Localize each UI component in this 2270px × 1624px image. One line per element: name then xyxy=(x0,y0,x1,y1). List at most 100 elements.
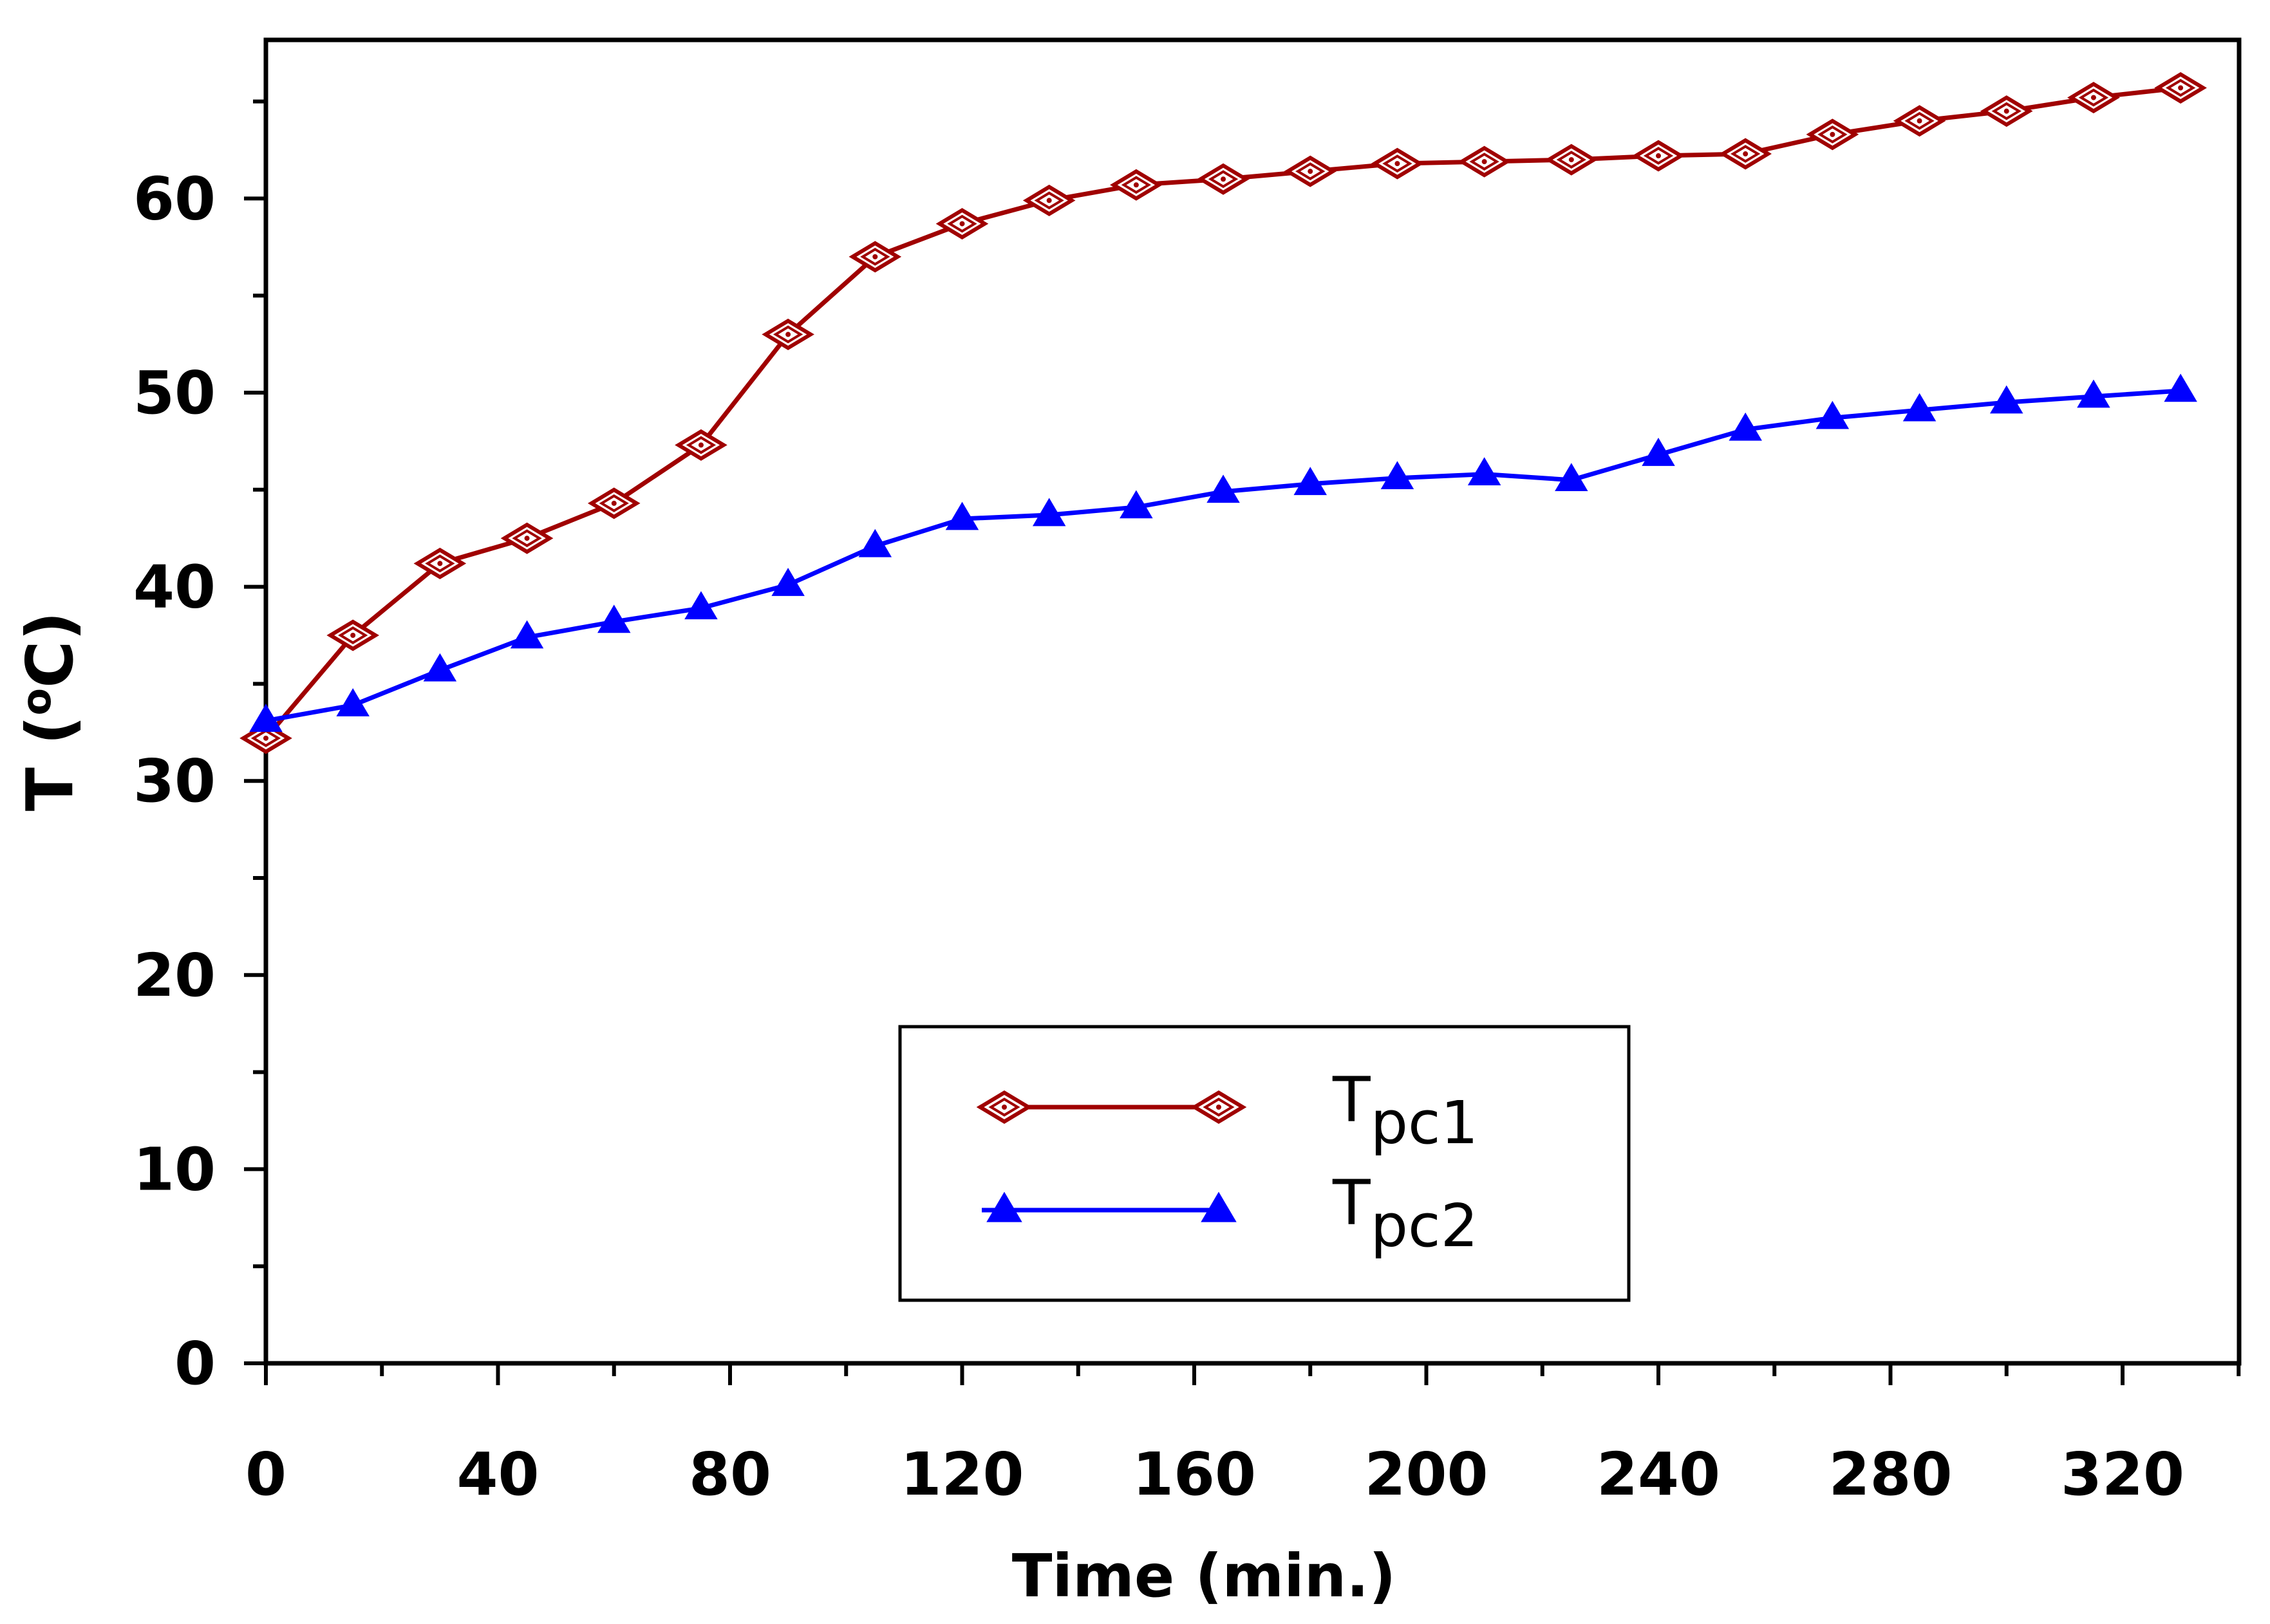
y-tick-label: 40 xyxy=(133,553,216,622)
point-marker-diamond-inner xyxy=(1904,111,1935,130)
point-marker-diamond-inner xyxy=(2165,79,2196,97)
x-tick-label: 240 xyxy=(1597,1440,1720,1509)
point-marker-diamond-inner xyxy=(599,494,629,512)
point-marker-dot xyxy=(611,500,617,506)
point-marker-triangle xyxy=(1201,1191,1237,1222)
point-marker-triangle xyxy=(684,591,718,620)
point-marker-triangle xyxy=(2077,379,2110,408)
point-marker-triangle xyxy=(1815,400,1850,429)
point-marker-triangle xyxy=(945,501,979,530)
legend-label-sub: pc1 xyxy=(1371,1088,1479,1157)
point-marker-dot xyxy=(698,442,704,448)
point-marker-dot xyxy=(1133,182,1139,188)
y-axis-label-unit: C) xyxy=(12,611,88,688)
point-marker-triangle xyxy=(510,620,544,649)
series-tpc1 xyxy=(239,71,2207,754)
point-marker-dot xyxy=(1002,1105,1007,1110)
point-marker-dot xyxy=(1221,176,1226,182)
y-axis-label-degree: o xyxy=(13,688,60,716)
point-marker-dot xyxy=(1568,157,1574,163)
point-marker-dot xyxy=(1481,159,1487,165)
point-marker-triangle xyxy=(1206,474,1240,503)
point-marker-triangle xyxy=(336,688,370,716)
series-tpc2 xyxy=(249,373,2197,733)
point-marker-triangle xyxy=(249,704,283,733)
point-marker-diamond-inner xyxy=(250,729,281,747)
x-tick-label: 40 xyxy=(456,1440,539,1509)
point-marker-diamond-inner xyxy=(1382,154,1412,173)
y-axis-label-main: T ( xyxy=(12,715,88,811)
point-marker-diamond-inner xyxy=(425,554,455,573)
legend: Tpc1 Tpc2 xyxy=(898,1025,1631,1302)
point-marker-triangle xyxy=(1380,461,1414,490)
point-marker-dot xyxy=(1830,131,1835,137)
point-marker-diamond-inner xyxy=(773,325,803,344)
point-marker-diamond-inner xyxy=(1991,102,2021,120)
series-layer xyxy=(239,71,2207,754)
legend-label-main: T xyxy=(1332,1167,1371,1239)
point-marker-dot xyxy=(872,254,878,259)
y-tick-label: 30 xyxy=(133,747,216,816)
point-marker-diamond-inner xyxy=(1121,176,1152,194)
point-marker-diamond-inner xyxy=(1469,153,1499,171)
x-tick-label: 120 xyxy=(900,1440,1024,1509)
point-marker-dot xyxy=(2003,108,2009,114)
point-marker-triangle xyxy=(1120,490,1153,519)
point-marker-diamond-inner xyxy=(1208,170,1239,189)
point-marker-triangle xyxy=(597,604,631,633)
point-marker-dot xyxy=(785,331,791,337)
point-marker-dot xyxy=(1743,151,1749,157)
point-marker-diamond-inner xyxy=(1203,1097,1235,1117)
point-marker-dot xyxy=(959,221,965,227)
point-marker-diamond-inner xyxy=(512,529,542,548)
axes: 0 40 80 120 160 200 240 280 320 0 10 20 30 40 50 60 xyxy=(133,37,2242,1509)
point-marker-diamond-inner xyxy=(1034,191,1064,210)
point-marker-dot xyxy=(1046,198,1052,203)
point-marker-triangle xyxy=(1555,463,1588,492)
point-marker-triangle xyxy=(1642,438,1675,466)
point-marker-triangle xyxy=(1729,412,1762,441)
point-marker-triangle xyxy=(1990,385,2023,414)
legend-label: Tpc2 xyxy=(1332,1167,1478,1260)
legend-label: Tpc1 xyxy=(1332,1064,1478,1157)
point-marker-dot xyxy=(2178,85,2184,91)
y-tick-label: 60 xyxy=(133,164,216,233)
point-marker-diamond-inner xyxy=(1643,147,1674,165)
point-marker-diamond-inner xyxy=(1295,162,1326,181)
y-axis-label: T (oC) xyxy=(12,611,88,811)
y-tick-label: 50 xyxy=(133,359,216,427)
point-marker-triangle xyxy=(1032,498,1066,527)
legend-label-main: T xyxy=(1332,1064,1371,1136)
point-marker-triangle xyxy=(1902,393,1937,422)
legend-box xyxy=(898,1025,1631,1302)
x-tick-label: 80 xyxy=(689,1440,771,1509)
point-marker-triangle xyxy=(1467,457,1501,485)
point-marker-diamond-inner xyxy=(947,214,977,233)
point-marker-diamond-inner xyxy=(2078,88,2109,107)
point-marker-dot xyxy=(263,735,268,741)
point-marker-diamond-inner xyxy=(686,436,717,454)
point-marker-dot xyxy=(2090,95,2096,100)
point-marker-triangle xyxy=(423,653,457,682)
point-marker-triangle xyxy=(771,568,805,596)
y-tick-label: 10 xyxy=(133,1135,216,1204)
x-axis-label: Time (min.) xyxy=(1012,1542,1396,1610)
x-tick-label: 160 xyxy=(1132,1440,1256,1509)
point-marker-dot xyxy=(1656,153,1661,159)
point-marker-dot xyxy=(1216,1105,1221,1110)
x-tick-label: 280 xyxy=(1828,1440,1952,1509)
y-tick-label: 20 xyxy=(133,941,216,1010)
point-marker-diamond-inner xyxy=(1731,145,1761,163)
point-marker-diamond-inner xyxy=(338,626,368,644)
point-marker-triangle xyxy=(1293,467,1327,496)
plot-frame xyxy=(263,37,2242,1366)
legend-entry-tpc1: Tpc1 xyxy=(976,1064,1478,1157)
point-marker-dot xyxy=(1308,169,1313,174)
point-marker-dot xyxy=(1394,161,1400,167)
x-tick-label: 200 xyxy=(1364,1440,1488,1509)
y-tick-label: 0 xyxy=(174,1329,216,1398)
point-marker-dot xyxy=(437,561,443,566)
point-marker-dot xyxy=(524,536,530,541)
